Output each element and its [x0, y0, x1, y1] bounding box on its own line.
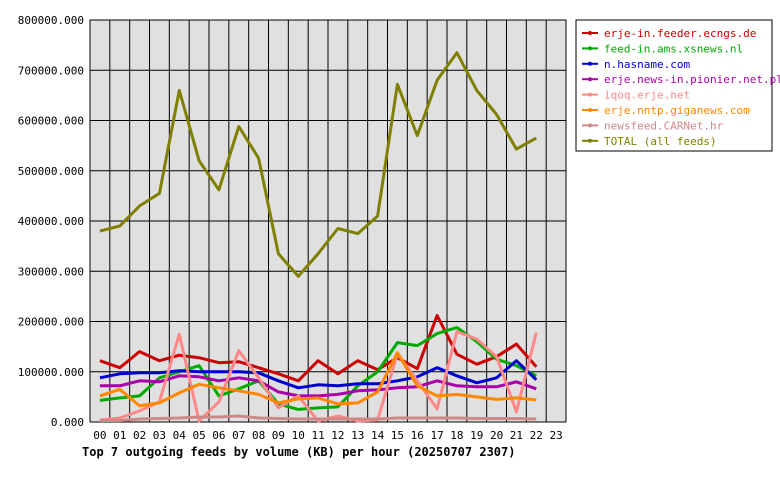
legend-label: newsfeed.CARNet.hr: [604, 119, 724, 132]
y-tick-label: 300000.000: [18, 265, 84, 278]
y-tick-label: 700000.000: [18, 64, 84, 77]
x-tick-label: 22: [530, 429, 543, 442]
series-line: [99, 326, 537, 411]
series-line: [99, 330, 538, 423]
x-tick-label: 21: [510, 429, 523, 442]
x-tick-label: 00: [93, 429, 106, 442]
legend-label: erje.news-in.pionier.net.pl: [604, 73, 780, 86]
legend-label: erje.nntp.giganews.com: [604, 104, 750, 117]
legend-marker: [588, 46, 592, 51]
y-tick-label: 0.000: [51, 416, 84, 429]
x-tick-label: 23: [549, 429, 562, 442]
grid: [89, 19, 567, 423]
legend-marker: [588, 138, 592, 143]
y-tick-label: 600000.000: [18, 115, 84, 128]
x-tick-label: 12: [331, 429, 344, 442]
legend-label: erje-in.feeder.ecngs.de: [604, 27, 756, 40]
x-tick-label: 02: [133, 429, 146, 442]
x-tick-label: 04: [173, 429, 187, 442]
legend-marker: [588, 61, 592, 66]
x-tick-label: 15: [391, 429, 404, 442]
legend-label: n.hasname.com: [604, 58, 690, 71]
y-axis-ticks: 0.000 100000.000 200000.000 300000.000 40000…: [18, 14, 84, 429]
x-tick-label: 16: [411, 429, 424, 442]
y-tick-label: 800000.000: [18, 14, 84, 27]
legend-marker: [588, 92, 592, 97]
x-tick-label: 01: [113, 429, 126, 442]
x-axis-ticks: 00 01 02 03 04 05 06 07 08 09 10 11 12 13 14 15 16 17 18 19…: [93, 429, 562, 442]
x-tick-label: 18: [450, 429, 463, 442]
x-tick-label: 19: [470, 429, 483, 442]
x-tick-label: 14: [371, 429, 385, 442]
legend-label: feed-in.ams.xsnews.nl: [604, 42, 743, 55]
series-line: [99, 51, 538, 278]
legend-box: [575, 19, 773, 152]
legend-label: TOTAL (all feeds): [604, 135, 717, 148]
x-tick-label: 11: [311, 429, 324, 442]
legend-marker: [588, 31, 592, 35]
y-tick-label: 100000.000: [18, 366, 84, 379]
series-line: [99, 414, 537, 422]
x-tick-label: 03: [153, 429, 166, 442]
legend-marker: [588, 77, 592, 82]
chart-title: Top 7 outgoing feeds by volume (KB) per …: [82, 445, 515, 459]
legend-marker: [588, 123, 592, 128]
y-tick-label: 500000.000: [18, 165, 84, 178]
x-tick-label: 09: [272, 429, 285, 442]
x-tick-label: 07: [232, 429, 245, 442]
series-line: [99, 351, 537, 408]
x-tick-label: 20: [490, 429, 503, 442]
y-tick-label: 400000.000: [18, 215, 84, 228]
series-line: [99, 374, 537, 398]
x-tick-label: 10: [292, 429, 305, 442]
x-tick-label: 06: [212, 429, 225, 442]
legend-label: iqoq.erje.net: [604, 89, 690, 102]
series-lines: [99, 51, 538, 423]
legend: erje-in.feeder.ecngs.de feed-in.ams.xsnew…: [575, 19, 780, 152]
x-tick-label: 17: [430, 429, 443, 442]
x-tick-label: 13: [351, 429, 364, 442]
x-tick-label: 08: [252, 429, 265, 442]
series-line: [99, 359, 538, 390]
legend-marker: [588, 108, 592, 112]
y-tick-label: 200000.000: [18, 316, 84, 329]
x-tick-label: 05: [192, 429, 205, 442]
